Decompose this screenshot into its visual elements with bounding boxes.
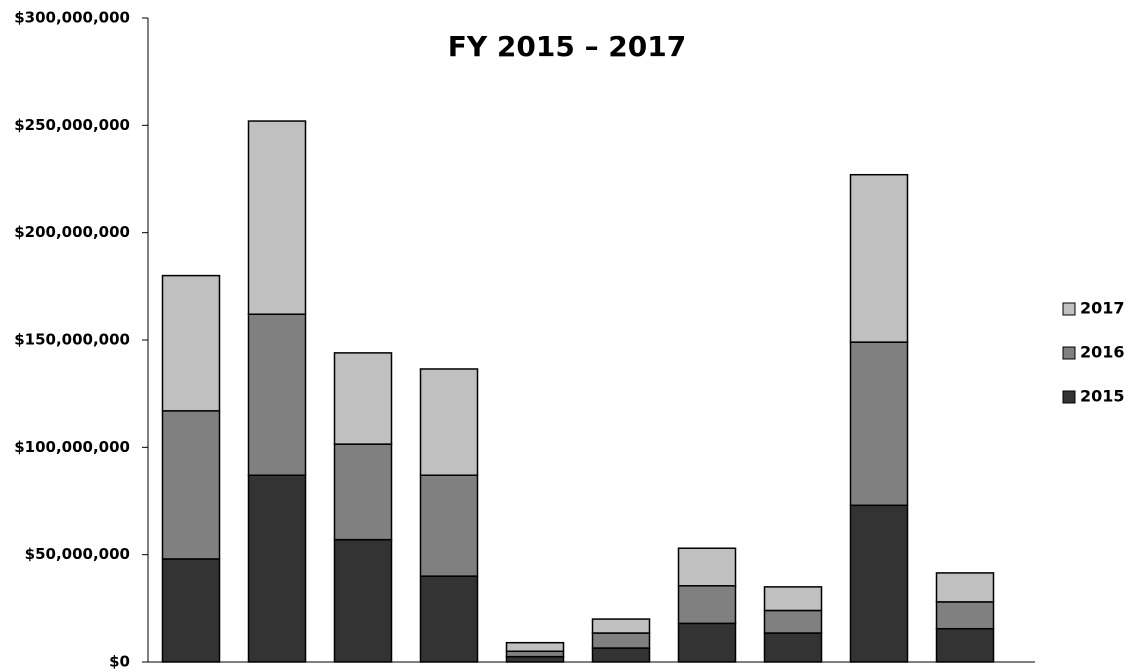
bar-segment — [935, 627, 995, 663]
bar-segment — [849, 341, 909, 507]
chart-title: FY 2015 – 2017 — [448, 30, 687, 63]
bar-segment — [419, 474, 479, 577]
bar-segment — [161, 410, 221, 560]
bar-segment — [161, 558, 221, 663]
legend-label: 2017 — [1080, 299, 1125, 318]
bar-segment — [763, 609, 823, 634]
y-tick-label: $300,000,000 — [14, 9, 130, 27]
y-tick-label: $150,000,000 — [14, 331, 130, 349]
y-tick-label: $200,000,000 — [14, 223, 130, 241]
bar-segment — [677, 585, 737, 625]
bar-segment — [935, 601, 995, 630]
bar-segment — [333, 538, 393, 663]
bar-segment — [247, 474, 307, 663]
bar-segment — [419, 368, 479, 476]
legend-swatch — [1062, 302, 1076, 316]
bar-segment — [849, 173, 909, 343]
bar-segment — [247, 313, 307, 476]
bar-segment — [849, 504, 909, 663]
bar-segment — [763, 632, 823, 663]
bar-segment — [591, 618, 651, 634]
y-tick-label: $250,000,000 — [14, 116, 130, 134]
y-tick-label: $50,000,000 — [25, 545, 130, 563]
bar-segment — [333, 443, 393, 541]
bar-segment — [333, 352, 393, 445]
bar-segment — [677, 547, 737, 587]
bar-segment — [505, 641, 565, 653]
bar-segment — [935, 572, 995, 603]
bar-segment — [591, 647, 651, 663]
bar-segment — [591, 632, 651, 649]
legend-label: 2015 — [1080, 387, 1125, 406]
bar-segment — [247, 120, 307, 315]
bar-segment — [763, 586, 823, 612]
bar-segment — [419, 575, 479, 663]
legend-swatch — [1062, 346, 1076, 360]
bar-segment — [505, 655, 565, 663]
y-tick-label: $0 — [109, 653, 130, 671]
bar-segment — [161, 274, 221, 412]
bar-segment — [505, 650, 565, 658]
legend-swatch — [1062, 390, 1076, 404]
y-tick-label: $100,000,000 — [14, 438, 130, 456]
bar-segment — [677, 622, 737, 663]
legend-label: 2016 — [1080, 343, 1125, 362]
